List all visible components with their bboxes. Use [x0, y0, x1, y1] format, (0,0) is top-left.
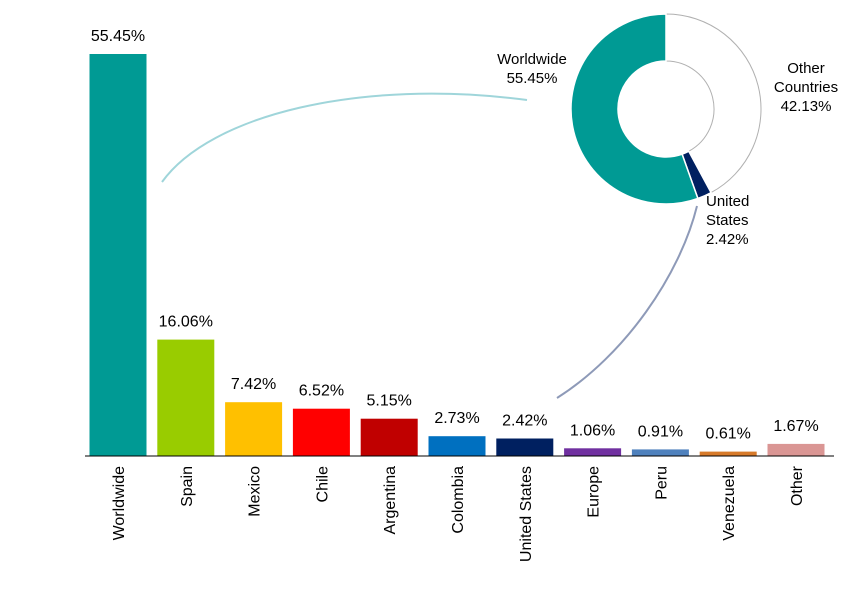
bar-value-label-worldwide: 55.45% — [91, 28, 145, 45]
bar-mexico — [225, 402, 283, 456]
bar-venezuela — [699, 451, 757, 456]
x-tick-label-other: Other — [789, 465, 806, 506]
bar-value-label-venezuela: 0.61% — [706, 426, 751, 443]
connector-united-states — [556, 205, 698, 399]
x-tick-label-worldwide: Worldwide — [111, 466, 128, 541]
donut-label-united-states: United States 2.42% — [706, 193, 749, 248]
bar-colombia — [428, 436, 486, 456]
bar-argentina — [360, 418, 418, 456]
bar-value-label-other: 1.67% — [773, 418, 818, 435]
bar-europe — [564, 448, 622, 456]
bar-value-label-peru: 0.91% — [638, 423, 683, 440]
x-tick-label-mexico: Mexico — [247, 466, 264, 517]
donut-label-worldwide: Worldwide 55.45% — [497, 51, 567, 87]
bar-value-label-colombia: 2.73% — [434, 410, 479, 427]
bar-peru — [631, 449, 689, 456]
bar-united-states — [496, 438, 554, 456]
bar-value-label-spain: 16.06% — [159, 314, 213, 331]
x-tick-label-europe: Europe — [586, 466, 603, 518]
bar-value-label-chile: 6.52% — [299, 383, 344, 400]
bar-spain — [157, 339, 215, 456]
bar-value-labels: 55.45% 16.06% 7.42% 6.52% 5.15% 2.73% 2.42% 1.0… — [91, 28, 819, 443]
bar-worldwide — [89, 54, 147, 456]
donut-labels: Worldwide 55.45% United States 2.42% Other Cou… — [497, 51, 838, 248]
x-tick-labels: Worldwide Spain Mexico Chile Argentina Colomb… — [111, 465, 806, 562]
connector-lines — [161, 92, 698, 399]
connector-worldwide — [161, 92, 528, 183]
bar-value-label-argentina: 5.15% — [367, 393, 412, 410]
x-tick-label-venezuela: Venezuela — [721, 466, 738, 541]
donut-label-other-countries: Other Countries 42.13% — [774, 60, 838, 115]
x-tick-label-chile: Chile — [314, 466, 331, 503]
donut-slice-other-countries — [665, 13, 762, 194]
x-tick-label-spain: Spain — [179, 466, 196, 507]
bar-value-label-united-states: 2.42% — [502, 413, 547, 430]
x-tick-label-argentina: Argentina — [382, 466, 399, 535]
x-tick-label-colombia: Colombia — [450, 466, 467, 534]
bar-value-label-europe: 1.06% — [570, 422, 615, 439]
bar-series — [89, 54, 825, 456]
x-tick-label-united-states: United States — [518, 466, 535, 562]
bar-value-label-mexico: 7.42% — [231, 376, 276, 393]
bar-other — [767, 443, 825, 456]
x-tick-label-peru: Peru — [653, 466, 670, 500]
bar-chile — [292, 408, 350, 456]
donut-slice-worldwide — [570, 13, 699, 205]
donut-chart — [570, 13, 762, 205]
